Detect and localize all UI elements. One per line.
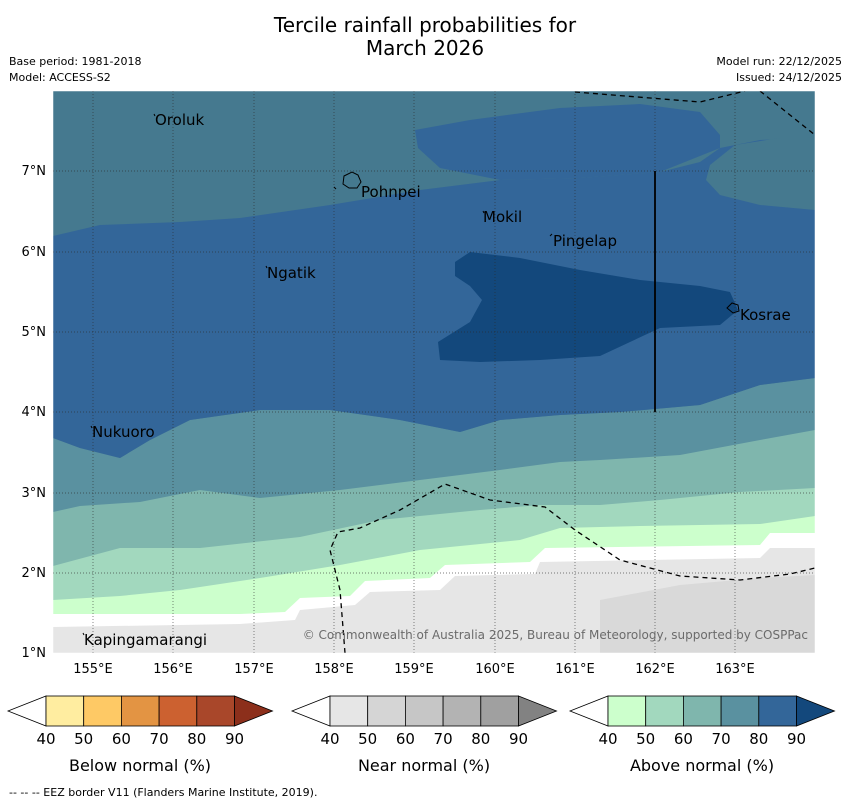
colorbar-tick-label: 60	[395, 730, 415, 748]
place-label-kosrae: Kosrae	[740, 306, 791, 324]
colorbar-segment	[645, 695, 684, 727]
place-label-pingelap: Pingelap	[553, 232, 618, 250]
colorbar-segment	[683, 695, 722, 727]
colorbar-tick-label: 80	[187, 730, 207, 748]
colorbar-tick-label: 90	[786, 730, 807, 748]
colorbars-svg	[6, 695, 836, 727]
colorbar-segment	[367, 695, 406, 727]
colorbar-label-above: Above normal (%)	[629, 756, 775, 775]
colorbar-tick-label: 80	[749, 730, 769, 748]
pohnpei-island	[342, 171, 362, 189]
lon-tick: 161°E	[555, 662, 595, 677]
lat-tick: 6°N	[21, 245, 47, 260]
band-above-90	[438, 252, 738, 362]
colorbar-segment	[480, 695, 519, 727]
lon-tick: 160°E	[475, 662, 515, 677]
colorbar-tick-label: 70	[433, 730, 453, 748]
map-frame	[52, 90, 816, 654]
colorbar-tick-label: 40	[598, 730, 618, 748]
lat-tick: 3°N	[21, 486, 47, 501]
colorbar-segment	[121, 695, 160, 727]
place-label-oroluk: Oroluk	[155, 111, 205, 129]
ant-atoll	[333, 186, 337, 190]
colorbar-tick-label: 50	[358, 730, 378, 748]
colorbar-high-arrow	[234, 695, 274, 727]
colorbar-segment	[607, 695, 647, 727]
colorbar-label-below: Below normal (%)	[68, 756, 212, 775]
place-label-kapingamarangi: Kapingamarangi	[84, 631, 208, 649]
meta-left: Base period: 1981-2018 Model: ACCESS-S2	[9, 54, 141, 86]
model-run: Model run: 22/12/2025	[716, 55, 842, 68]
colorbar-below-normal	[6, 695, 274, 727]
place-label-nukuoro: Nukuoro	[92, 423, 155, 441]
islands	[82, 113, 740, 636]
eez-footnote: -- -- -- EEZ border V11 (Flanders Marine…	[9, 786, 318, 799]
lat-tick: 1°N	[21, 646, 47, 661]
colorbar-segment	[45, 695, 85, 727]
title-line-1: Tercile rainfall probabilities for	[273, 13, 577, 37]
colorbar-segment	[442, 695, 482, 727]
lon-tick: 156°E	[153, 662, 193, 677]
lon-tick: 158°E	[314, 662, 354, 677]
base-period: Base period: 1981-2018	[9, 55, 142, 68]
colorbar-tick-label: 40	[320, 730, 340, 748]
colorbar-low-arrow	[290, 695, 331, 727]
colorbar-segment	[83, 695, 122, 727]
lat-tick: 5°N	[21, 325, 47, 340]
issued-date: Issued: 24/12/2025	[735, 71, 842, 84]
colorbar-segment	[196, 695, 235, 727]
lon-tick: 159°E	[394, 662, 434, 677]
meta-right: Model run: 22/12/2025 Issued: 24/12/2025	[716, 54, 842, 86]
colorbar-high-arrow	[796, 695, 836, 727]
title-line-2: March 2026	[365, 36, 485, 60]
copyright-notice: © Commonwealth of Australia 2025, Bureau…	[302, 628, 808, 642]
colorbar-tick-label: 80	[471, 730, 491, 748]
colorbar-low-arrow	[568, 695, 609, 727]
lat-tick: 7°N	[21, 164, 47, 179]
colorbar-label-near: Near normal (%)	[357, 756, 491, 775]
kosrae-island	[726, 302, 740, 314]
lat-tick: 4°N	[21, 405, 47, 420]
colorbar-tick-label: 70	[149, 730, 169, 748]
colorbar-tick-label: 50	[636, 730, 656, 748]
place-label-ngatik: Ngatik	[267, 264, 316, 282]
band-above-80-90-north	[415, 104, 720, 180]
colorbar-tick-label: 60	[673, 730, 693, 748]
colorbar-tick-label: 70	[711, 730, 731, 748]
eez-border	[329, 91, 815, 653]
colorbar-segment	[720, 695, 760, 727]
page-title: Tercile rainfall probabilities for March…	[0, 14, 850, 60]
colorbar-near-normal	[290, 695, 558, 727]
colorbar-low-arrow	[6, 695, 47, 727]
colorbar-segment	[158, 695, 198, 727]
colorbar-high-arrow	[518, 695, 558, 727]
place-label-pohnpei: Pohnpei	[361, 183, 421, 201]
lon-tick: 162°E	[635, 662, 675, 677]
band-above-70-80-ne	[706, 138, 815, 210]
probability-bands	[53, 91, 815, 653]
lat-tick: 2°N	[21, 566, 47, 581]
lon-tick: 163°E	[715, 662, 755, 677]
colorbar-tick-label: 90	[224, 730, 245, 748]
colorbar-tick-label: 60	[111, 730, 131, 748]
colorbar-segment	[404, 695, 444, 727]
band-above-80-90	[53, 138, 815, 458]
lon-tick: 157°E	[234, 662, 274, 677]
colorbar-tick-label: 50	[74, 730, 94, 748]
colorbar-above-normal	[568, 695, 836, 727]
model-name: Model: ACCESS-S2	[9, 71, 111, 84]
lon-tick: 155°E	[73, 662, 113, 677]
colorbar-tick-label: 90	[508, 730, 529, 748]
place-label-mokil: Mokil	[483, 208, 523, 226]
colorbar-segment	[329, 695, 369, 727]
band-near-normal-50-60	[600, 575, 815, 653]
colorbar-tick-label: 40	[36, 730, 56, 748]
colorbar-segment	[758, 695, 797, 727]
